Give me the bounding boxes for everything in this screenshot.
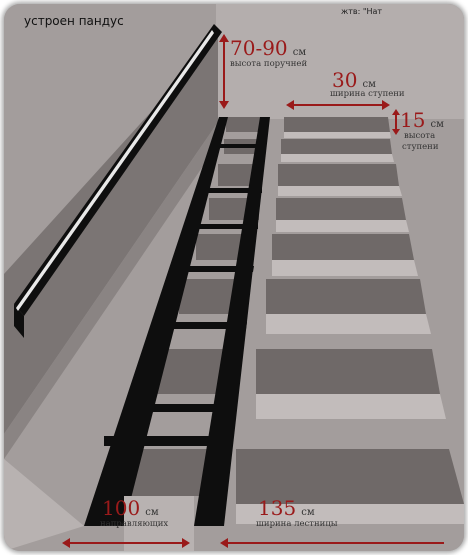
step-height-caption-2: ступени [402, 142, 439, 152]
step-width-label: 30 см [332, 70, 376, 90]
side-wall [4, 38, 218, 434]
handrail-height-label: 70-90 см [230, 38, 306, 58]
illustration-frame: устроен пандус жтв: "Нат 70-90 см высота… [4, 4, 464, 551]
handrail-height-unit: см [292, 47, 307, 58]
step-height-value: 15 [400, 108, 426, 132]
steps-right [236, 117, 464, 524]
step-height-label: 15 см [400, 110, 444, 130]
handrail-height-value: 70-90 [230, 36, 288, 60]
ramp-width-caption: направляющих [100, 519, 169, 529]
ramp-width-value: 100 [102, 496, 141, 520]
stair-width-unit: см [301, 507, 315, 518]
dimension-arrows [62, 34, 444, 548]
step-height-unit: см [430, 119, 444, 130]
steps-middle [112, 117, 266, 496]
stair-ramp-drawing [4, 4, 464, 551]
header-title: устроен пандус [24, 14, 124, 28]
wall-shadow [4, 122, 218, 459]
stair-width-value: 135 [258, 496, 297, 520]
handrail-height-caption: высота поручней [230, 59, 308, 69]
step-width-caption: ширина ступени [330, 89, 405, 99]
stair-width-label: 135 см [258, 498, 315, 518]
step-width-value: 30 [332, 68, 358, 92]
ramp-width-label: 100 см [102, 498, 159, 518]
header-corner-text: жтв: "Нат [341, 7, 383, 16]
step-height-caption-1: высота [404, 131, 436, 141]
step-width-unit: см [362, 79, 376, 90]
ramp-guides[interactable] [84, 117, 270, 526]
handrail [14, 24, 222, 316]
stair-width-caption: ширина лестницы [256, 519, 338, 529]
ramp-width-unit: см [145, 507, 159, 518]
